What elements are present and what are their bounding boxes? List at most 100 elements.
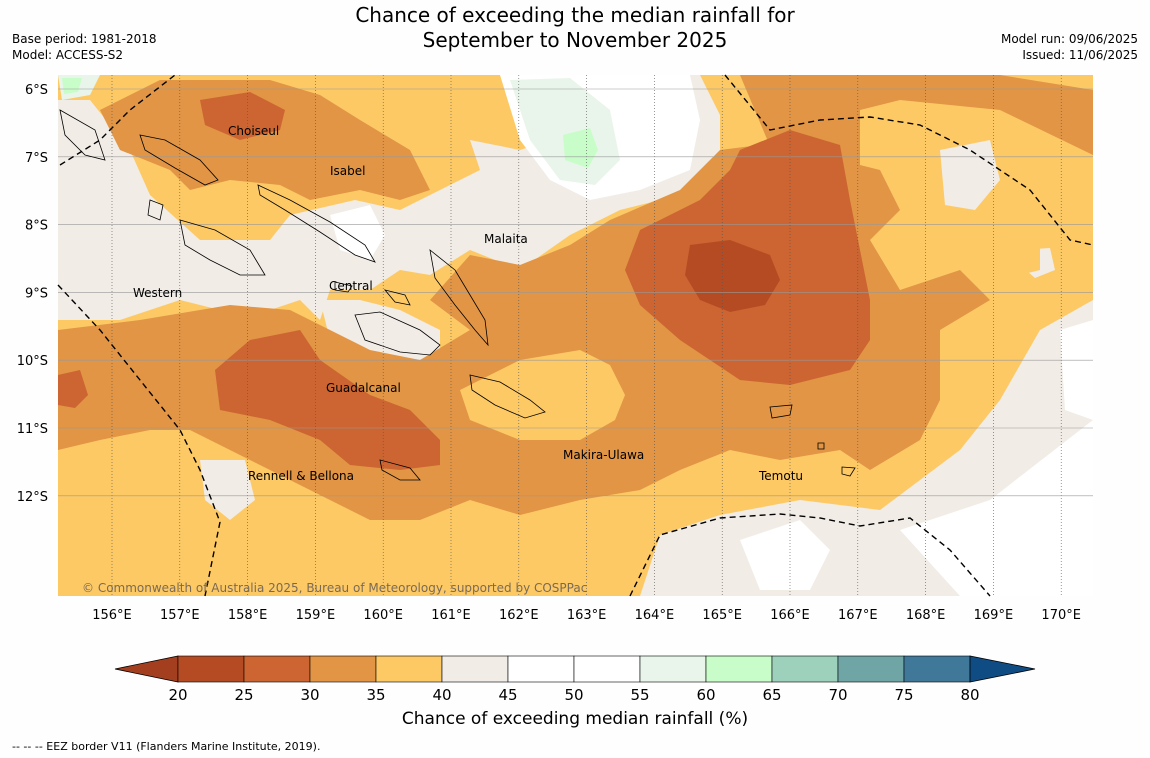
island-vella-lavella: [147, 199, 164, 221]
colorbar-segment: [639, 655, 707, 683]
lon-tick-label: 162°E: [499, 608, 539, 623]
label-isabel: Isabel: [330, 164, 365, 178]
base-period: Base period: 1981-2018: [12, 32, 157, 46]
colorbar-tick-label: 65: [762, 686, 781, 704]
band-25-30-choiseul: [200, 92, 285, 140]
colorbar-tick-label: 25: [234, 686, 253, 704]
label-choiseul: Choiseul: [228, 124, 279, 138]
graticule: [58, 75, 1093, 596]
lon-tick-label: 169°E: [974, 608, 1014, 623]
issue-info: Model run: 09/06/2025 Issued: 11/06/2025: [1001, 31, 1138, 63]
band-45-55-east-edge: [1060, 320, 1093, 420]
colorbar-segment: [705, 655, 773, 683]
title-line-1: Chance of exceeding the median rainfall …: [355, 3, 795, 27]
island-rennell: [379, 459, 421, 481]
island-guadalcanal: [354, 311, 441, 356]
band-25-30-guadalcanal: [215, 330, 440, 470]
model-run-date: Model run: 09/06/2025: [1000, 32, 1138, 46]
colorbar-segment: [375, 655, 443, 683]
label-makira-ulawa: Makira-Ulawa: [563, 448, 644, 462]
colorbar-extend-low: [114, 655, 179, 683]
colorbar-tick-label: 80: [960, 686, 979, 704]
lon-tick-label: 157°E: [160, 608, 200, 623]
map-title: Chance of exceeding the median rainfall …: [0, 3, 1150, 53]
band-60-65-corner: [62, 78, 82, 94]
colorbar-tick-label: 75: [894, 686, 913, 704]
band-45-55-south: [740, 520, 830, 590]
band-20-25: [685, 240, 780, 312]
lon-tick-label: 158°E: [228, 608, 268, 623]
label-temotu: Temotu: [758, 469, 803, 483]
issued-date: Issued: 11/06/2025: [1022, 48, 1138, 62]
island-nendo: [769, 404, 793, 419]
lat-tick-label: 11°S: [17, 422, 48, 437]
lat-tick-label: 8°S: [25, 219, 48, 234]
eez-south-west: [57, 284, 221, 597]
lat-tick-label: 7°S: [25, 151, 48, 166]
band-45-55-isabel: [330, 205, 385, 260]
island-santa-isabel: [257, 184, 376, 263]
colorbar-tick-label: 20: [168, 686, 187, 704]
island-temotu-south: [841, 466, 856, 477]
island-russell: [334, 281, 353, 293]
colorbar-tick-label: 70: [828, 686, 847, 704]
colorbar-extend-high: [969, 655, 1036, 683]
band-35-40-east: [990, 230, 1040, 280]
model-info: Base period: 1981-2018 Model: ACCESS-S2: [12, 31, 157, 63]
title-line-2: September to November 2025: [422, 28, 728, 52]
eez-north-west: [59, 74, 176, 166]
label-central: Central: [329, 279, 373, 293]
colorbar-tick-label: 60: [696, 686, 715, 704]
band-45-55-south-east: [900, 420, 1093, 596]
eez-south-east: [629, 513, 991, 597]
colorbar-tick-label: 30: [300, 686, 319, 704]
band-60-65: [563, 128, 598, 168]
colorbar-tick-label: 55: [630, 686, 649, 704]
lon-tick-label: 170°E: [1041, 608, 1081, 623]
colorbar-tick-label: 45: [498, 686, 517, 704]
colorbar-tick-label: 50: [564, 686, 583, 704]
island-florida: [383, 289, 411, 306]
colorbar-segment: [507, 655, 575, 683]
island-temotu-small: [817, 442, 825, 450]
latitude-labels: 6°S 7°S 8°S 9°S 10°S 11°S 12°S: [17, 83, 48, 505]
colorbar-tick-label: 35: [366, 686, 385, 704]
lat-tick-label: 12°S: [17, 490, 48, 505]
colorbar-segment: [441, 655, 509, 683]
island-bougainville: [59, 109, 106, 161]
probability-field: [58, 75, 1093, 596]
lon-tick-label: 159°E: [296, 608, 336, 623]
band-40-45-east: [940, 140, 1000, 210]
colorbar-segment: [243, 655, 311, 683]
band-25-30-west-edge: [58, 370, 88, 408]
island-malaita: [429, 249, 489, 347]
label-western: Western: [133, 286, 182, 300]
copyright-note: © Commonwealth of Australia 2025, Bureau…: [82, 581, 587, 595]
label-rennell-bellona: Rennell & Bellona: [248, 469, 354, 483]
eez-north-east: [724, 74, 1094, 246]
lon-tick-label: 166°E: [770, 608, 810, 623]
lat-tick-label: 6°S: [25, 83, 48, 98]
lon-tick-label: 161°E: [431, 608, 471, 623]
colorbar-segment: [177, 655, 245, 683]
lon-tick-label: 168°E: [906, 608, 946, 623]
lon-tick-label: 167°E: [838, 608, 878, 623]
eez-borders: [57, 74, 1094, 597]
lon-tick-label: 164°E: [635, 608, 675, 623]
island-choiseul: [139, 134, 219, 186]
island-makira: [469, 374, 546, 419]
colorbar-label: Chance of exceeding median rainfall (%): [401, 709, 749, 729]
lon-tick-label: 163°E: [567, 608, 607, 623]
label-guadalcanal: Guadalcanal: [326, 381, 401, 395]
eez-legend-note: -- -- -- EEZ border V11 (Flanders Marine…: [12, 740, 321, 753]
band-35-40-makira: [460, 350, 625, 440]
colorbar: 20 25 30 35 40 45 50 55 60 65 70 75 80: [114, 655, 1036, 704]
longitude-labels: 156°E 157°E 158°E 159°E 160°E 161°E 162°E 163°E…: [92, 608, 1081, 623]
lat-tick-label: 10°S: [17, 354, 48, 369]
lon-tick-label: 156°E: [92, 608, 132, 623]
band-30-35-choiseul: [100, 80, 430, 200]
coastlines: [59, 109, 856, 481]
label-malaita: Malaita: [484, 232, 528, 246]
lat-tick-label: 9°S: [25, 286, 48, 301]
